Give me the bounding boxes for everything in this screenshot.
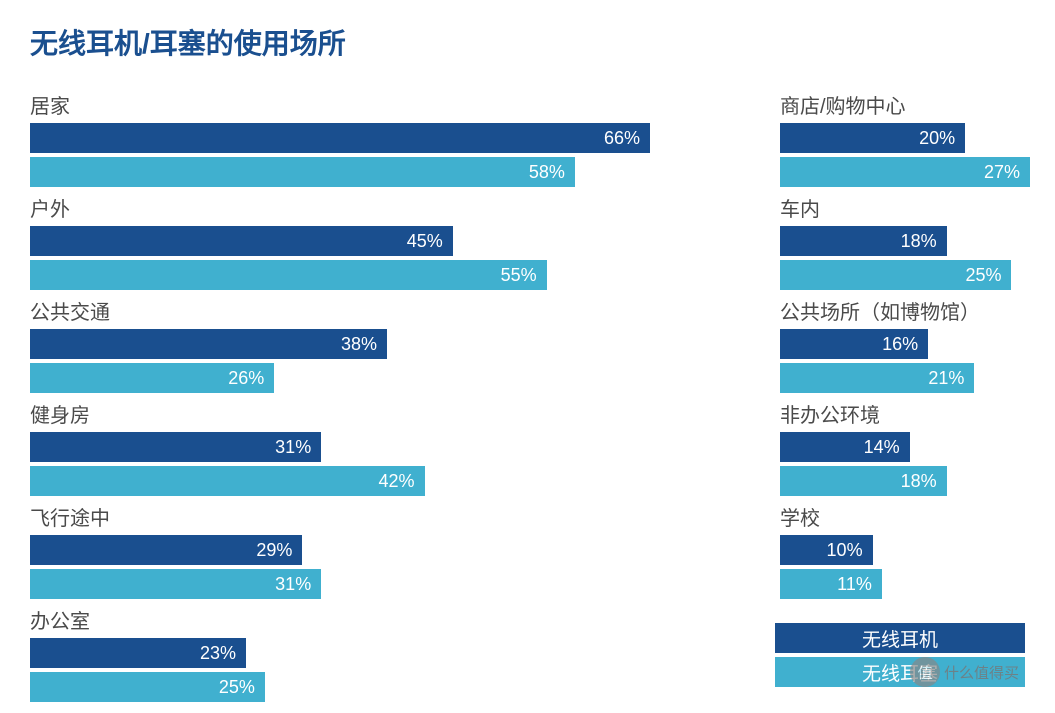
bar-row: 31% [30,569,650,599]
bar-row: 10% [780,535,1030,565]
bar-row: 29% [30,535,650,565]
category-label: 健身房 [30,399,650,428]
category-label: 办公室 [30,605,650,634]
category-label: 学校 [780,502,1030,531]
bar-series-2: 21% [780,363,974,393]
category-label: 户外 [30,193,650,222]
bar-series-2: 58% [30,157,575,187]
bar-series-1: 31% [30,432,321,462]
watermark-badge: 值 [910,657,940,687]
bar-series-1: 14% [780,432,910,462]
watermark: 值 什么值得买 [910,657,1019,687]
bar-row: 14% [780,432,1030,462]
bar-row: 31% [30,432,650,462]
bar-row: 25% [780,260,1030,290]
bar-series-2: 31% [30,569,321,599]
bar-row: 18% [780,226,1030,256]
bar-series-2: 25% [780,260,1011,290]
category-label: 公共场所（如博物馆） [780,296,1030,325]
category-group: 商店/购物中心 20% 27% [780,90,1030,191]
category-group: 办公室 23% 25% [30,605,650,706]
category-group: 健身房 31% 42% [30,399,650,500]
category-group: 学校 10% 11% [780,502,1030,603]
bar-row: 27% [780,157,1030,187]
chart-title: 无线耳机/耳塞的使用场所 [30,22,1025,62]
category-label: 非办公环境 [780,399,1030,428]
category-group: 车内 18% 25% [780,193,1030,294]
bar-series-2: 18% [780,466,947,496]
bar-series-2: 27% [780,157,1030,187]
bar-row: 23% [30,638,650,668]
category-label: 飞行途中 [30,502,650,531]
bar-series-2: 11% [780,569,882,599]
bar-series-1: 23% [30,638,246,668]
bar-row: 20% [780,123,1030,153]
bar-row: 66% [30,123,650,153]
bar-row: 16% [780,329,1030,359]
bar-series-1: 38% [30,329,387,359]
legend-series-1: 无线耳机 [775,623,1025,653]
category-label: 公共交通 [30,296,650,325]
bar-row: 42% [30,466,650,496]
category-label: 居家 [30,90,650,119]
chart-columns: 居家 66% 58% 户外 45% 55% 公共交通 38% 26% 健身房 31% 42% 飞行途中 2… [30,90,1025,708]
bar-series-2: 42% [30,466,425,496]
bar-row: 55% [30,260,650,290]
category-group: 户外 45% 55% [30,193,650,294]
right-column: 商店/购物中心 20% 27% 车内 18% 25% 公共场所（如博物馆） 16% 21% 非办公… [780,90,1030,708]
category-label: 商店/购物中心 [780,90,1030,119]
category-label: 车内 [780,193,1030,222]
bar-row: 21% [780,363,1030,393]
bar-series-1: 10% [780,535,873,565]
category-group: 公共场所（如博物馆） 16% 21% [780,296,1030,397]
bar-series-1: 45% [30,226,453,256]
category-group: 飞行途中 29% 31% [30,502,650,603]
bar-series-1: 16% [780,329,928,359]
bar-series-2: 26% [30,363,274,393]
bar-series-2: 55% [30,260,547,290]
category-group: 居家 66% 58% [30,90,650,191]
category-group: 非办公环境 14% 18% [780,399,1030,500]
bar-row: 18% [780,466,1030,496]
bar-row: 45% [30,226,650,256]
bar-row: 38% [30,329,650,359]
bar-series-2: 25% [30,672,265,702]
bar-series-1: 18% [780,226,947,256]
bar-row: 58% [30,157,650,187]
bar-series-1: 20% [780,123,965,153]
watermark-text: 什么值得买 [944,662,1019,683]
bar-series-1: 66% [30,123,650,153]
bar-series-1: 29% [30,535,302,565]
bar-row: 26% [30,363,650,393]
category-group: 公共交通 38% 26% [30,296,650,397]
bar-row: 11% [780,569,1030,599]
left-column: 居家 66% 58% 户外 45% 55% 公共交通 38% 26% 健身房 31% 42% 飞行途中 2… [30,90,650,708]
bar-row: 25% [30,672,650,702]
